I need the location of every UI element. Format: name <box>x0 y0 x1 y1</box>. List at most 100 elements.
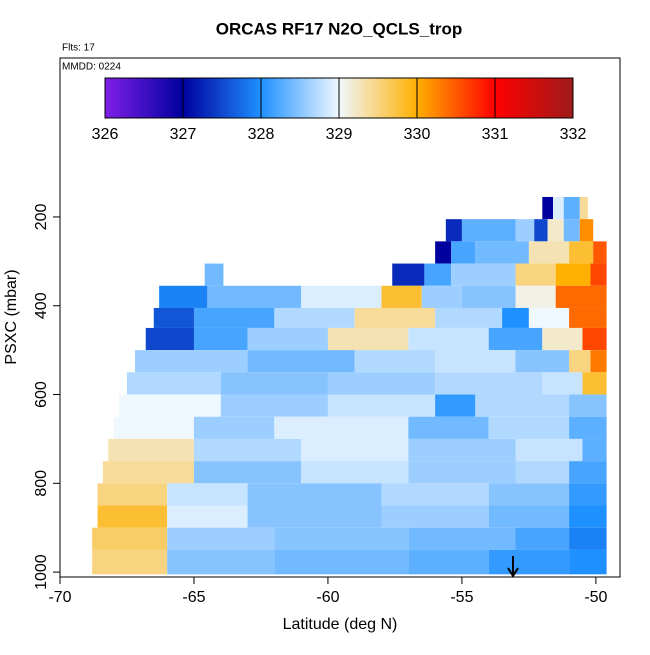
y-tick-label: 800 <box>33 470 50 497</box>
heatmap-cell <box>145 327 194 351</box>
heatmap-cell <box>327 394 436 417</box>
heatmap-cell <box>569 461 607 484</box>
colorbar-tick-label: 330 <box>404 126 431 143</box>
heatmap-cell <box>475 241 529 264</box>
heatmap-cell <box>593 241 607 264</box>
heatmap-cell <box>582 372 607 395</box>
y-tick-label: 400 <box>33 292 50 319</box>
heatmap-cell <box>582 438 607 462</box>
heatmap-cell <box>274 307 355 328</box>
heatmap-cell <box>97 505 168 528</box>
heatmap-cell <box>102 461 194 484</box>
heatmap-cell <box>301 461 409 484</box>
heatmap-cell <box>247 483 382 506</box>
annotation: Flts: 17 <box>62 43 95 54</box>
x-tick-label: -60 <box>316 589 339 606</box>
y-tick-label: 200 <box>33 203 50 230</box>
heatmap-cell <box>569 416 607 439</box>
heatmap-cell <box>274 416 409 439</box>
heatmap-cell <box>542 327 583 351</box>
heatmap-cell <box>542 372 583 395</box>
heatmap <box>92 196 607 575</box>
heatmap-cell <box>515 219 535 242</box>
heatmap-cell <box>569 394 607 417</box>
y-tick-label: 600 <box>33 381 50 408</box>
heatmap-cell <box>563 196 580 220</box>
heatmap-cell <box>167 527 275 550</box>
x-tick-label: -65 <box>182 589 205 606</box>
heatmap-cell <box>97 483 168 506</box>
chart-title: ORCAS RF17 N2O_QCLS_trop <box>216 19 463 38</box>
heatmap-cell <box>408 438 516 462</box>
heatmap-cell <box>301 285 382 308</box>
heatmap-cell <box>563 219 580 242</box>
heatmap-cell <box>204 263 224 286</box>
y-axis-label: PSXC (mbar) <box>3 269 20 364</box>
heatmap-cell <box>247 327 328 351</box>
x-tick-label: -70 <box>48 589 71 606</box>
heatmap-cell <box>327 327 409 351</box>
heatmap-cell <box>528 307 570 328</box>
heatmap-cell <box>590 350 607 373</box>
heatmap-cell <box>421 285 462 308</box>
heatmap-cell <box>488 327 543 351</box>
heatmap-cell <box>555 285 607 308</box>
heatmap-cell <box>159 285 208 308</box>
heatmap-cell <box>515 263 556 286</box>
heatmap-cell <box>354 350 436 373</box>
heatmap-cell <box>220 372 328 395</box>
heatmap-cell <box>167 549 275 575</box>
heatmap-cell <box>274 549 409 575</box>
heatmap-cell <box>247 350 355 373</box>
heatmap-cell <box>451 241 476 264</box>
heatmap-cell <box>167 505 248 528</box>
plot-frame <box>59 57 621 578</box>
heatmap-cell <box>424 263 452 286</box>
heatmap-cell <box>534 219 548 242</box>
x-tick-label: -55 <box>450 589 473 606</box>
heatmap-cell <box>435 307 503 328</box>
heatmap-cell <box>542 196 554 220</box>
heatmap-cell <box>461 285 516 308</box>
heatmap-cell <box>408 327 489 351</box>
heatmap-cell <box>193 461 302 484</box>
colorbar-tick-label: 332 <box>560 126 587 143</box>
heatmap-cell <box>515 438 583 462</box>
heatmap-cell <box>475 394 570 417</box>
heatmap-cell <box>126 372 221 395</box>
arrow <box>507 556 519 578</box>
colorbar-tick-label: 328 <box>248 126 275 143</box>
heatmap-cell <box>569 527 607 550</box>
heatmap-cell <box>92 549 168 575</box>
heatmap-cell <box>569 505 607 528</box>
heatmap-cell <box>408 416 489 439</box>
heatmap-cell <box>153 307 194 328</box>
heatmap-cell <box>445 219 462 242</box>
colorbar-tick-label: 331 <box>482 126 509 143</box>
heatmap-cell <box>92 527 168 550</box>
heatmap-cell <box>435 241 452 264</box>
heatmap-cell <box>435 372 543 395</box>
heatmap-cell <box>569 307 607 328</box>
heatmap-cell <box>488 416 570 439</box>
heatmap-cell <box>435 394 476 417</box>
annotation: MMDD: 0224 <box>62 62 121 73</box>
heatmap-cell <box>569 549 607 575</box>
heatmap-cell <box>547 219 564 242</box>
colorbar-tick-label: 326 <box>92 126 119 143</box>
heatmap-cell <box>354 307 436 328</box>
heatmap-cell <box>488 483 570 506</box>
heatmap-cell <box>461 219 516 242</box>
heatmap-cell <box>167 483 248 506</box>
heatmap-cell <box>381 483 489 506</box>
heatmap-cell <box>515 285 556 308</box>
heatmap-cell <box>408 461 516 484</box>
heatmap-cell <box>113 416 194 439</box>
heatmap-cell <box>220 394 328 417</box>
heatmap-cell <box>515 527 570 550</box>
colorbar-tick-label: 329 <box>326 126 353 143</box>
y-tick-label: 1000 <box>33 554 50 590</box>
heatmap-cell <box>569 350 591 373</box>
heatmap-cell <box>381 505 489 528</box>
